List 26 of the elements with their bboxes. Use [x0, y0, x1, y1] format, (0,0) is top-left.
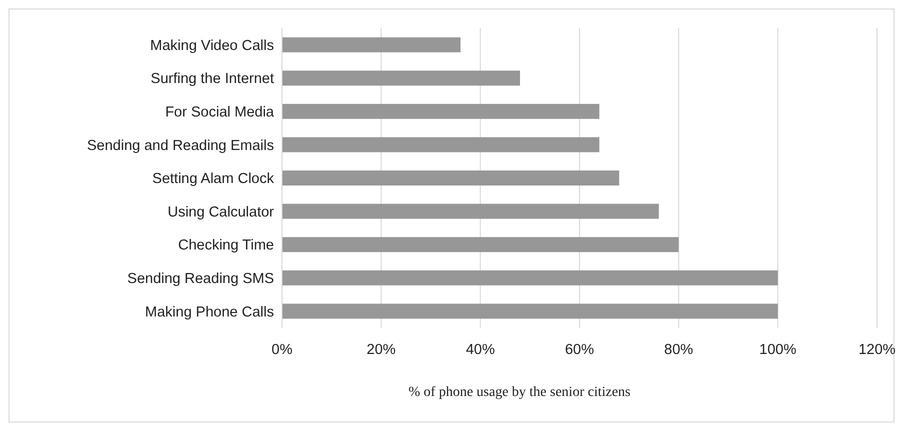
x-tick-label: 120% — [858, 342, 896, 358]
x-tick-label: 80% — [664, 342, 694, 358]
bar — [282, 137, 600, 152]
x-axis-title: % of phone usage by the senior citizens — [408, 385, 630, 400]
bar — [282, 204, 659, 219]
y-tick-label: Making Phone Calls — [145, 304, 274, 320]
y-tick-label: Sending Reading SMS — [127, 270, 274, 287]
x-tick-label: 100% — [759, 342, 796, 358]
x-tick-label: 60% — [564, 342, 594, 358]
bar — [282, 237, 679, 252]
x-tick-label: 40% — [466, 342, 495, 358]
x-tick-label: 20% — [366, 342, 396, 358]
bar — [282, 170, 620, 186]
y-tick-label: Making Video Calls — [150, 38, 274, 54]
y-tick-label: Checking Time — [178, 238, 274, 254]
bar — [282, 70, 520, 86]
y-tick-label: Sending and Reading Emails — [86, 138, 274, 154]
bar — [282, 304, 778, 319]
y-tick-label: Using Calculator — [168, 204, 274, 220]
bar — [282, 104, 600, 119]
x-tick-label: 0% — [272, 342, 293, 358]
y-tick-label: Surfing the Internet — [150, 71, 274, 88]
y-tick-label: Setting Alam Clock — [152, 171, 275, 188]
y-tick-label: For Social Media — [165, 104, 275, 120]
bar — [282, 270, 778, 286]
bar — [282, 37, 460, 52]
